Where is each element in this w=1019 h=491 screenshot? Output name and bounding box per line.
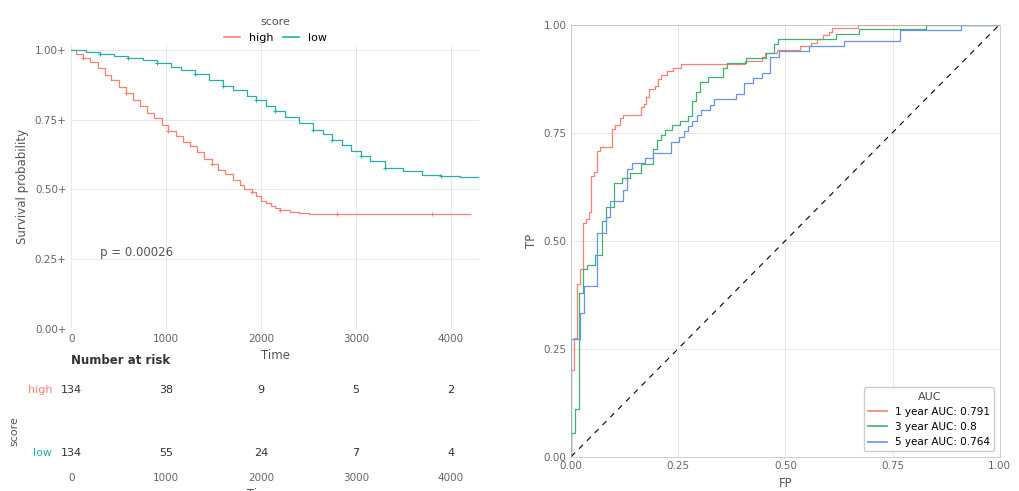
Y-axis label: Survival probability: Survival probability — [16, 129, 30, 244]
Text: 4000: 4000 — [437, 473, 464, 483]
Text: 5: 5 — [353, 385, 360, 395]
Text: 55: 55 — [159, 448, 173, 458]
Text: 134: 134 — [61, 448, 82, 458]
Text: low: low — [34, 448, 52, 458]
Legend: 1 year AUC: 0.791, 3 year AUC: 0.8, 5 year AUC: 0.764: 1 year AUC: 0.791, 3 year AUC: 0.8, 5 ye… — [863, 387, 994, 451]
Text: Time: Time — [247, 488, 275, 491]
Text: 3000: 3000 — [342, 473, 369, 483]
Text: score: score — [9, 416, 19, 446]
Text: Number at risk: Number at risk — [71, 354, 170, 367]
Text: 38: 38 — [159, 385, 173, 395]
Y-axis label: TP: TP — [524, 233, 537, 248]
Text: 0: 0 — [68, 473, 74, 483]
Text: 134: 134 — [61, 385, 82, 395]
Text: 2: 2 — [447, 385, 454, 395]
Text: 9: 9 — [258, 385, 265, 395]
X-axis label: FP: FP — [777, 477, 792, 490]
Text: 4: 4 — [447, 448, 454, 458]
Text: 24: 24 — [254, 448, 268, 458]
Legend: high, low: high, low — [219, 13, 331, 47]
X-axis label: Time: Time — [261, 350, 289, 362]
Text: p = 0.00026: p = 0.00026 — [100, 246, 173, 259]
Text: 1000: 1000 — [153, 473, 179, 483]
Text: 2000: 2000 — [248, 473, 274, 483]
Text: 7: 7 — [353, 448, 360, 458]
Text: high: high — [28, 385, 52, 395]
